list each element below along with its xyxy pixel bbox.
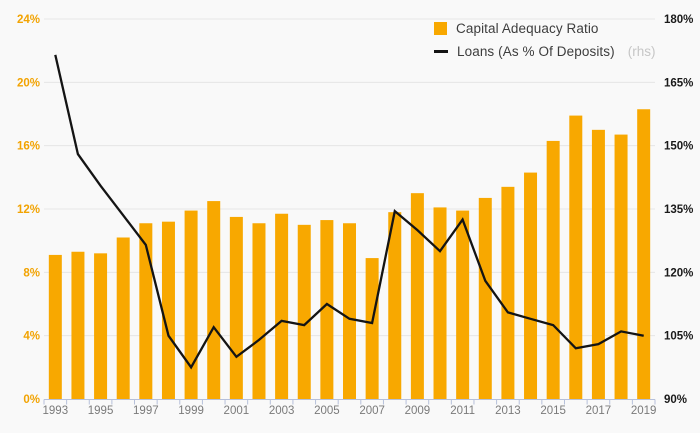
bar-2004	[297, 224, 311, 399]
loans-line	[54, 54, 644, 370]
year-label-2003: 2003	[269, 405, 295, 417]
bar-1995	[94, 253, 108, 399]
year-label-1995: 1995	[88, 405, 114, 417]
bar-2017	[591, 129, 605, 400]
year-label-2015: 2015	[540, 405, 566, 417]
bar-2016	[569, 115, 583, 399]
year-label-2013: 2013	[495, 405, 521, 417]
bar-2007	[365, 258, 379, 399]
bar-1999	[184, 210, 198, 399]
bar-2001	[229, 216, 243, 399]
bar-2014	[524, 172, 538, 399]
left-axis-label: 4%	[23, 331, 40, 343]
bar-2019	[637, 109, 651, 399]
right-axis-label: 105%	[664, 331, 693, 343]
right-axis-label: 180%	[664, 14, 693, 26]
bar-2000	[207, 201, 221, 399]
year-label-1999: 1999	[178, 405, 204, 417]
bar-1996	[116, 237, 130, 399]
bar-series-swatch-icon	[434, 22, 447, 35]
bar-2013	[501, 186, 515, 399]
bar-1994	[71, 251, 85, 399]
left-axis-label: 24%	[17, 14, 40, 26]
year-label-1997: 1997	[133, 405, 159, 417]
year-label-2019: 2019	[631, 405, 657, 417]
right-axis-label: 150%	[664, 141, 693, 153]
line-series-swatch-icon	[434, 50, 448, 53]
right-axis-label: 135%	[664, 204, 693, 216]
bar-1993	[48, 254, 62, 399]
bar-2015	[546, 140, 560, 399]
right-axis-label: 90%	[664, 394, 687, 406]
right-axis-label: 165%	[664, 77, 693, 89]
left-axis-label: 16%	[17, 141, 40, 153]
left-axis-label: 8%	[23, 267, 40, 279]
year-label-2007: 2007	[359, 405, 385, 417]
bar-2003	[275, 213, 289, 399]
bar-2012	[478, 197, 492, 399]
bar-2002	[252, 223, 266, 399]
bar-2005	[320, 220, 334, 399]
bar-2009	[410, 193, 424, 399]
year-label-2001: 2001	[224, 405, 250, 417]
year-label-2011: 2011	[450, 405, 475, 417]
legend: Capital Adequacy Ratio Loans (As % Of De…	[434, 20, 655, 60]
legend-label-line-series: Loans (As % Of Deposits)	[457, 44, 615, 59]
bar-2008	[388, 212, 402, 399]
bar-2006	[343, 223, 356, 399]
year-label-2005: 2005	[314, 405, 340, 417]
bar-2011	[456, 210, 470, 399]
legend-item-capital-adequacy-ratio: Capital Adequacy Ratio	[434, 20, 655, 37]
bar-1997	[139, 223, 153, 399]
legend-label-bar-series: Capital Adequacy Ratio	[456, 21, 599, 36]
left-axis-label: 0%	[23, 394, 40, 406]
legend-rhs-suffix: (rhs)	[627, 44, 656, 59]
left-axis-label: 12%	[17, 204, 40, 216]
bar-1998	[161, 221, 175, 399]
year-label-1993: 1993	[43, 405, 69, 417]
year-label-2009: 2009	[405, 405, 431, 417]
right-axis-label: 120%	[664, 267, 693, 279]
left-axis-label: 20%	[17, 77, 40, 89]
bar-2018	[614, 134, 628, 400]
year-label-2017: 2017	[586, 405, 612, 417]
bar-2010	[433, 207, 447, 399]
legend-item-loans: Loans (As % Of Deposits) (rhs)	[434, 43, 655, 60]
